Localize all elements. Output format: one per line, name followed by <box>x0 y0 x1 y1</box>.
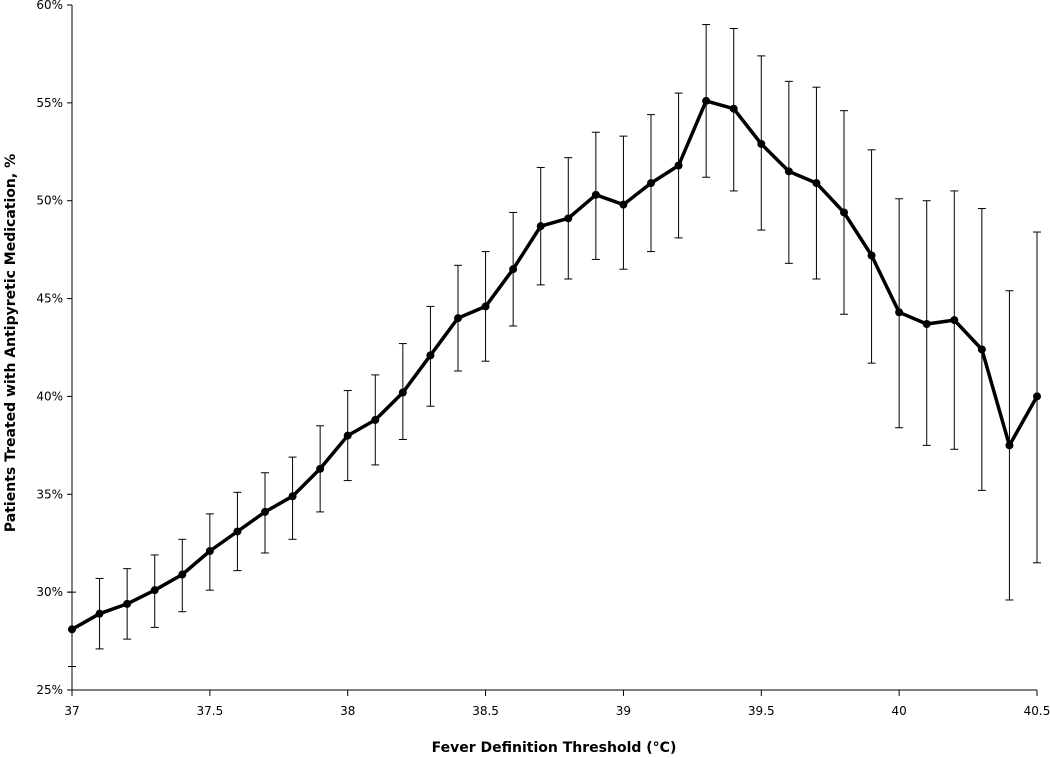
data-point <box>867 251 876 260</box>
data-point <box>509 265 518 274</box>
x-tick-label: 39.5 <box>748 704 775 718</box>
data-point <box>68 625 76 634</box>
x-axis-title: Fever Definition Threshold (°C) <box>432 740 677 756</box>
data-point <box>343 431 352 440</box>
data-point <box>977 345 986 354</box>
data-point <box>922 320 931 329</box>
data-point <box>647 179 655 188</box>
x-tick-label: 39 <box>616 704 631 718</box>
y-tick-label: 40% <box>36 389 63 403</box>
data-point <box>702 96 711 105</box>
data-point <box>95 609 104 618</box>
error-bars <box>68 24 1041 668</box>
y-tick-label: 60% <box>36 0 63 12</box>
y-tick-label: 50% <box>36 194 63 208</box>
data-point <box>536 222 545 231</box>
data-point <box>812 179 821 188</box>
series-line <box>71 99 1039 631</box>
y-axis-title: Patients Treated with Antipyretic Medica… <box>3 154 19 532</box>
data-point <box>1033 392 1041 401</box>
y-tick-label: 25% <box>36 683 63 697</box>
axes <box>67 4 1038 696</box>
data-point <box>619 200 628 209</box>
x-tick-label: 38 <box>340 704 355 718</box>
data-point <box>757 139 766 148</box>
data-point <box>950 316 959 325</box>
y-tick-label: 35% <box>36 487 63 501</box>
data-point <box>784 167 793 176</box>
data-point <box>840 208 848 217</box>
x-tick-label: 40 <box>892 704 907 718</box>
x-tick-label: 37.5 <box>196 704 223 718</box>
data-point <box>261 507 269 516</box>
data-point <box>288 492 297 501</box>
data-point <box>481 302 490 311</box>
x-tick-label: 38.5 <box>472 704 499 718</box>
data-point <box>205 547 214 556</box>
x-tick-label: 40.5 <box>1024 704 1050 718</box>
data-point <box>233 527 242 536</box>
y-tick-label: 30% <box>36 585 63 599</box>
x-tick-label: 37 <box>64 704 79 718</box>
data-point <box>398 388 407 397</box>
data-point <box>564 214 573 223</box>
data-points <box>68 96 1041 634</box>
data-point <box>150 586 159 595</box>
y-tick-label: 45% <box>36 292 63 306</box>
data-point <box>123 599 132 608</box>
y-tick-label: 55% <box>36 96 63 110</box>
data-point <box>1005 441 1014 450</box>
data-point <box>426 351 435 360</box>
data-point <box>895 308 904 317</box>
data-point <box>591 190 600 199</box>
data-point <box>178 570 187 579</box>
series-lines <box>71 99 1039 631</box>
tick-labels: 25% 30% 35% 40% 45% 50% 55% 60% 37 37.5 38 38.5 39 39… <box>36 0 1050 718</box>
data-point <box>371 415 380 424</box>
data-point <box>316 464 325 473</box>
data-point <box>729 104 738 113</box>
data-point <box>674 161 683 170</box>
data-point <box>454 314 462 323</box>
